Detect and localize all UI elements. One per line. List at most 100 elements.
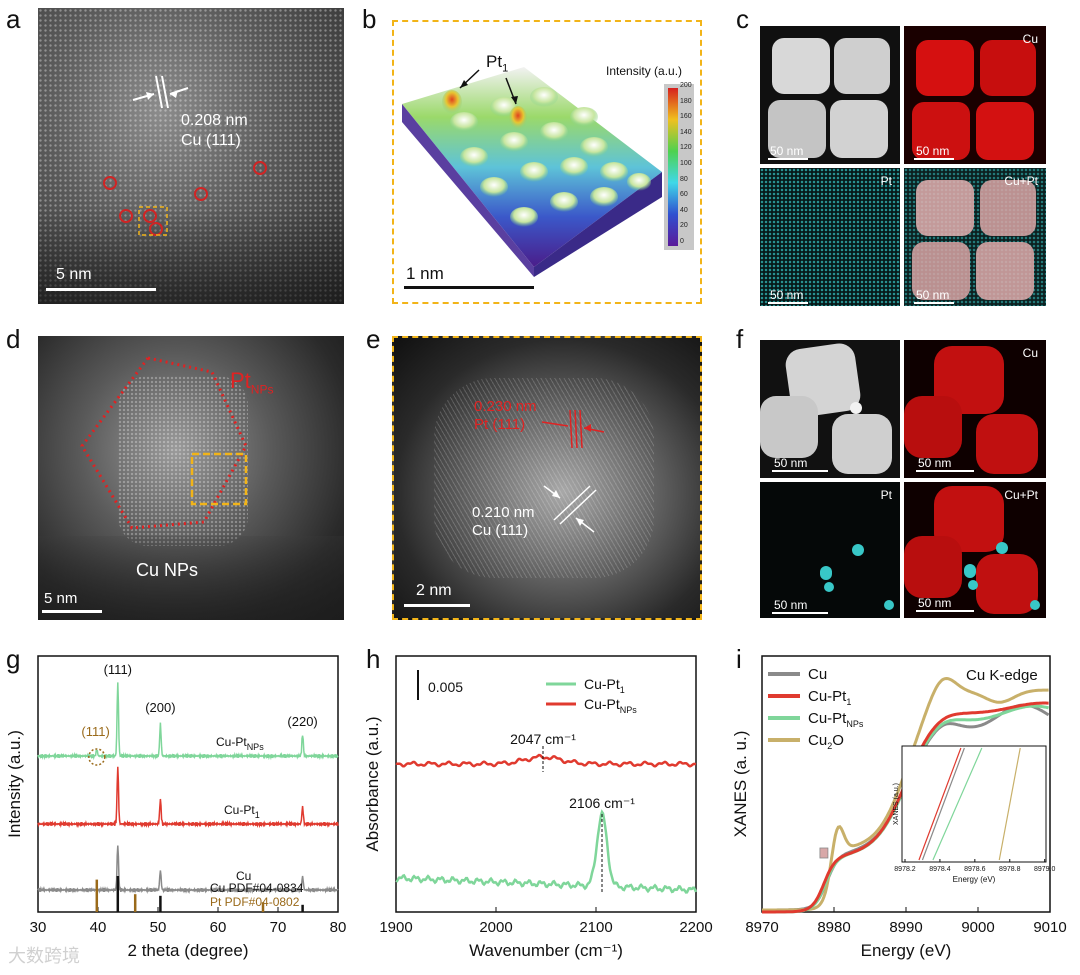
scale-bar	[768, 302, 808, 304]
peak-label-2106: 2106 cm⁻¹	[569, 795, 635, 811]
colorbar-ticks: 200 180 160 140 120 100 80 60 40 20 0	[680, 82, 700, 252]
inset-line-cuptnps	[932, 747, 983, 861]
colorbar-tick: 40	[680, 206, 688, 214]
legend-label: Cu-PtNPs	[808, 710, 864, 729]
x-axis-label: 2 theta (degree)	[128, 941, 249, 960]
colorbar-title: Intensity (a.u.)	[606, 64, 683, 78]
scale-label-f2: 50 nm	[918, 456, 952, 470]
surface-3d	[402, 67, 694, 277]
legend-label: Cu2O	[808, 732, 844, 751]
x-axis-label: Energy (eV)	[861, 941, 952, 960]
legend-label-pt1: Cu-Pt1	[584, 676, 625, 695]
scale-bar-b	[404, 286, 534, 289]
pt-atom-circle	[253, 161, 267, 175]
panel-letter-c: c	[736, 4, 749, 34]
plot-frame	[395, 655, 697, 913]
scale-label-c1: 50 nm	[770, 144, 804, 158]
x-tick-label: 8970	[745, 919, 778, 936]
colorbar-tick: 0	[680, 238, 684, 245]
xanes-chart: 8970 8980 8990 9000 9010 Energy (eV) XANES (a.…	[731, 655, 1067, 960]
panel-letter-i: i	[736, 644, 742, 674]
haadf-f: 50 nm	[760, 340, 900, 478]
pt1-arrow-label: Pt1	[486, 52, 509, 75]
pt1-peak	[509, 106, 527, 130]
panel-letter-g: g	[6, 644, 21, 674]
zoom-box-d	[190, 452, 248, 506]
x-tick-label: 50	[150, 919, 167, 936]
plot-frame	[37, 655, 339, 913]
pt-d-spacing: 0.230 nm	[474, 398, 537, 415]
pt-nps-label: PtNPs	[230, 368, 274, 397]
inset-tick-label: 8979.0	[1034, 866, 1056, 873]
scale-label-f1: 50 nm	[774, 456, 808, 470]
series-label-cu: Cu	[236, 869, 251, 883]
legend-label: Cu-Pt1	[808, 688, 851, 707]
x-tick-label: 8980	[817, 919, 850, 936]
chart-title: Cu K-edge	[966, 667, 1038, 684]
annotations-e	[541, 409, 605, 533]
x-tick-label: 2200	[679, 919, 712, 936]
ir-series-pt1	[395, 809, 698, 894]
y-axis-label: Absorbance (a.u.)	[363, 716, 382, 851]
annotations-a	[103, 75, 267, 236]
peak-label-220: (220)	[287, 714, 317, 729]
reference-label: Cu PDF#04-0834	[210, 881, 304, 895]
peak-label-2047: 2047 cm⁻¹	[510, 731, 576, 747]
scale-label-d: 5 nm	[44, 590, 78, 607]
peak-label-pt111: (111)	[81, 724, 109, 739]
peak-label-111: (111)	[104, 662, 132, 677]
x-tick-label: 2100	[579, 919, 612, 936]
plane-label: Cu (111)	[181, 132, 241, 149]
pt-atom-circle	[194, 187, 208, 201]
colorbar-tick: 160	[680, 113, 692, 121]
inset-line-cu	[921, 747, 965, 861]
ir-chart: 1900 2000 2100 2200 Wavenumber (cm⁻¹) Absorba…	[363, 655, 713, 960]
scale-label-c4: 50 nm	[916, 288, 950, 302]
series-label-cupt1: Cu-Pt1	[224, 803, 260, 820]
panel-letter-h: h	[366, 644, 381, 674]
colorbar-tick: 60	[680, 191, 688, 199]
overlay-map-f: Cu+Pt 50 nm	[904, 482, 1046, 618]
panel-letter-d: d	[6, 324, 21, 354]
pt-atom-circle	[149, 222, 163, 236]
pt-plane: Pt (111)	[474, 416, 526, 433]
cu-d-spacing: 0.210 nm	[472, 504, 535, 521]
scale-label-f4: 50 nm	[918, 596, 952, 610]
cu-plane: Cu (111)	[472, 522, 529, 539]
inset-tick-label: 8978.4	[929, 866, 951, 873]
map-label-cupt: Cu+Pt	[1004, 174, 1038, 188]
series-label-cuptnps: Cu-PtNPs	[216, 735, 264, 752]
pt-atom-circle	[143, 209, 157, 223]
annotations-d	[80, 356, 248, 530]
inset-tick-label: 8978.2	[894, 866, 916, 873]
scale-bar	[916, 470, 974, 472]
inset-tick-label: 8978.8	[999, 866, 1021, 873]
cu-map-f: Cu 50 nm	[904, 340, 1046, 478]
map-label-pt: Pt	[880, 174, 892, 188]
map-label-cu: Cu	[1022, 32, 1038, 46]
inset-y-label: XANES (a.u.)	[893, 783, 900, 825]
watermark: 大数跨境	[8, 946, 80, 967]
cu-map-c: Cu 50 nm	[904, 26, 1046, 164]
x-tick-label: 80	[330, 919, 347, 936]
scale-label-f3: 50 nm	[774, 598, 808, 612]
inset-tick-label: 8978.6	[964, 866, 986, 873]
colorbar-tick: 200	[680, 82, 692, 89]
xrd-series-line	[37, 682, 339, 761]
y-axis-label: Intensity (a.u.)	[5, 730, 24, 838]
hrstem-e: 0.230 nm Pt (111) 0.210 nm Cu (111) 2 nm	[392, 336, 702, 620]
panel-letter-e: e	[366, 324, 381, 354]
inset-region-marker	[819, 847, 829, 859]
x-tick-label: 60	[210, 919, 227, 936]
ir-series-ptnps	[395, 753, 697, 768]
inset-line-cu2o	[998, 747, 1021, 861]
inset-x-label: Energy (eV)	[953, 875, 996, 884]
reference-label: Pt PDF#04-0802	[210, 895, 300, 909]
scale-bar	[914, 302, 954, 304]
legend-label-ptnps: Cu-PtNPs	[584, 696, 637, 715]
scale-bar	[916, 610, 974, 612]
xrd-series-line	[37, 766, 339, 829]
scale-label-b: 1 nm	[406, 264, 444, 283]
x-tick-label: 1900	[379, 919, 412, 936]
inset-line-cupt1	[918, 747, 962, 861]
